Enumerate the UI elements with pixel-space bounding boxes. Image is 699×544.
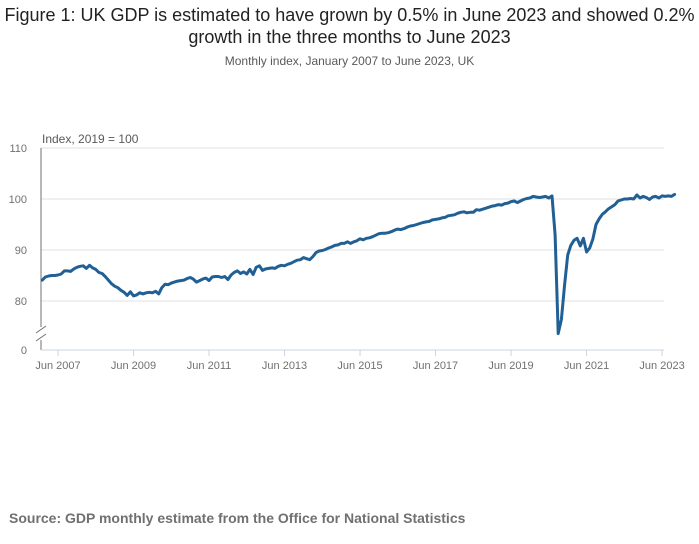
axis-break-mark-bottom bbox=[35, 333, 47, 342]
y-tick-label-0: 0 bbox=[21, 345, 27, 357]
source-note: Source: GDP monthly estimate from the Of… bbox=[9, 510, 466, 526]
axis-break-mark-top bbox=[35, 325, 47, 334]
x-tick-label-jun-2007: Jun 2007 bbox=[35, 360, 80, 372]
series-line-gdp-index bbox=[40, 192, 677, 336]
x-tick-label-jun-2019: Jun 2019 bbox=[488, 360, 533, 372]
x-tick-label-jun-2017: Jun 2017 bbox=[413, 360, 458, 372]
y-tick-label-100: 100 bbox=[9, 194, 27, 206]
x-tick-label-jun-2009: Jun 2009 bbox=[111, 360, 156, 372]
gridlines bbox=[41, 147, 664, 302]
chart-subtitle: Monthly index, January 2007 to June 2023… bbox=[224, 54, 475, 68]
x-tick-label-jun-2015: Jun 2015 bbox=[337, 360, 382, 372]
x-tick-label-jun-2011: Jun 2011 bbox=[187, 360, 231, 372]
x-tick-label-jun-2021: Jun 2021 bbox=[564, 360, 609, 372]
axes: 0 80 90 100 110 Jun 2007 Jun 2009 Jun 2011 Jun 2… bbox=[9, 143, 685, 372]
x-tick-label-jun-2013: Jun 2013 bbox=[262, 360, 307, 372]
y-tick-label-110: 110 bbox=[9, 143, 27, 155]
x-tick-label-jun-2023: Jun 2023 bbox=[639, 360, 684, 372]
series-layer bbox=[40, 192, 677, 336]
y-tick-label-90: 90 bbox=[15, 245, 27, 257]
y-tick-label-80: 80 bbox=[15, 296, 27, 308]
y-axis-title: Index, 2019 = 100 bbox=[42, 132, 139, 146]
chart-title: Figure 1: UK GDP is estimated to have gr… bbox=[4, 5, 695, 47]
